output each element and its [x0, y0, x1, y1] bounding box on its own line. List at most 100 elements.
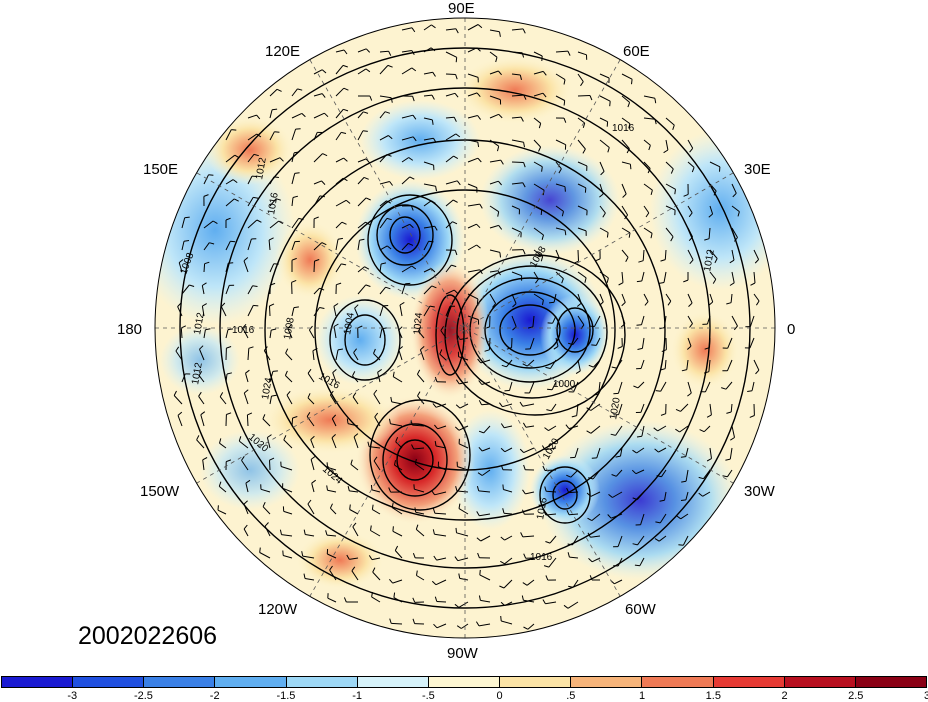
wind-barb — [423, 225, 435, 229]
wind-barb-feather — [336, 282, 342, 286]
wind-barb — [532, 315, 535, 327]
wind-barb-feather — [689, 259, 694, 265]
wind-barb — [225, 154, 236, 163]
wind-barb — [225, 373, 228, 383]
wind-barb-feather — [523, 464, 526, 470]
wind-barb — [637, 381, 645, 389]
wind-barb-feather — [698, 492, 703, 497]
wind-barb — [418, 330, 425, 339]
wind-barb-feather — [372, 567, 376, 573]
lon-label-90w: 90W — [447, 645, 479, 662]
wind-barb — [393, 376, 403, 383]
wind-barb-feather — [326, 485, 328, 491]
wind-barb — [612, 491, 623, 498]
colorbar-tick-label: 3 — [923, 690, 928, 702]
wind-barb-feather — [319, 195, 325, 198]
wind-barb-feather — [567, 50, 571, 56]
wind-barb-feather — [325, 530, 328, 536]
wind-barb-feather — [232, 179, 238, 184]
wind-barb — [533, 183, 545, 191]
wind-barb-feather — [497, 211, 500, 217]
wind-barb-feather — [411, 265, 417, 270]
wind-barb-feather — [680, 456, 686, 458]
wind-barb — [419, 349, 425, 361]
wind-barb-feather — [365, 48, 371, 53]
wind-barb — [460, 337, 469, 340]
wind-barb — [615, 425, 623, 436]
wind-barb-feather — [380, 262, 387, 265]
wind-barb — [457, 466, 469, 471]
wind-barb-feather — [563, 604, 569, 609]
anomaly-field — [155, 18, 775, 638]
wind-barb-feather — [409, 223, 414, 229]
wind-barb — [621, 139, 630, 149]
wind-barb-feather — [415, 524, 419, 530]
wind-barb — [577, 95, 591, 97]
wind-barb-feather — [589, 325, 595, 328]
colorbar-swatch — [73, 677, 145, 687]
wind-barb-feather — [553, 345, 559, 350]
wind-barb-feather — [269, 303, 275, 307]
wind-barb — [533, 271, 539, 280]
wind-barb — [620, 447, 623, 457]
wind-barb — [636, 447, 645, 454]
wind-barb — [555, 271, 564, 279]
wind-barb — [503, 425, 513, 429]
wind-barb-feather — [273, 176, 279, 178]
wind-barb — [313, 242, 323, 251]
wind-barb-feather — [500, 560, 505, 565]
wind-barb-feather — [303, 529, 306, 535]
wind-barb — [467, 315, 479, 321]
wind-barb — [555, 95, 565, 101]
wind-barb — [392, 530, 403, 537]
wind-barb-feather — [610, 433, 616, 436]
wind-barb-feather — [475, 621, 480, 627]
wind-barb-feather — [656, 475, 662, 478]
wind-barb-feather — [523, 94, 527, 100]
wind-barb — [331, 418, 337, 427]
wind-barb — [533, 161, 543, 168]
wind-barb — [658, 535, 667, 542]
wind-barb-feather — [544, 427, 549, 432]
wind-barb — [369, 446, 381, 449]
wind-barb — [643, 205, 650, 214]
wind-barb-feather — [691, 167, 695, 173]
wind-barb-feather — [476, 511, 480, 516]
wind-barb — [489, 180, 499, 185]
wind-barb — [327, 553, 337, 559]
wind-barb — [489, 113, 499, 119]
wind-barb — [415, 463, 425, 471]
wind-barb — [526, 579, 535, 586]
wind-barb — [489, 159, 501, 163]
wind-barb — [621, 293, 626, 303]
wind-barb — [599, 139, 610, 148]
wind-barb — [260, 488, 271, 493]
wind-barb-feather — [670, 168, 674, 174]
wind-barb — [283, 510, 293, 515]
wind-barb-feather — [498, 180, 502, 186]
wind-barb — [489, 270, 499, 273]
wind-barb-feather — [566, 474, 572, 478]
wind-barb — [247, 219, 258, 229]
wind-barb-feather — [428, 240, 434, 243]
wind-barb-feather — [520, 116, 524, 122]
wind-barb-feather — [500, 601, 506, 606]
wind-barb — [553, 293, 557, 303]
wind-barb-feather — [262, 501, 266, 507]
wind-barb-feather — [343, 108, 349, 112]
wind-barb-feather — [520, 532, 524, 538]
wind-barb — [357, 158, 367, 163]
wind-barb-feather — [455, 28, 459, 34]
wind-barb-feather — [369, 95, 373, 101]
wind-barb — [307, 397, 315, 405]
wind-barb — [435, 445, 447, 449]
wind-barb-feather — [455, 74, 458, 80]
wind-barb-feather — [455, 527, 457, 533]
wind-barb-feather — [502, 484, 504, 490]
wind-barb — [753, 271, 756, 284]
wind-barb — [379, 154, 388, 163]
wind-barb-feather — [394, 545, 399, 551]
wind-barb — [203, 220, 214, 229]
wind-barb — [599, 227, 609, 233]
wind-barb-feather — [319, 287, 325, 291]
